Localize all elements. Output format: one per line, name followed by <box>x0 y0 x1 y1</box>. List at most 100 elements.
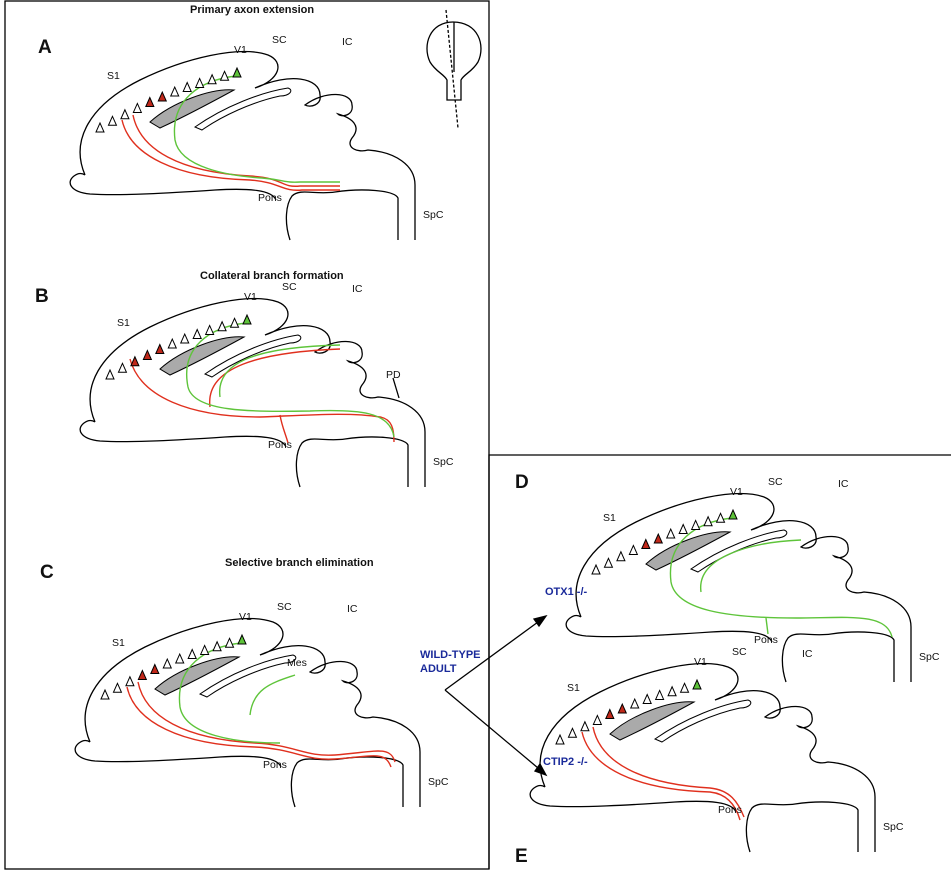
region-label: S1 <box>603 512 616 524</box>
region-label: SC <box>277 601 292 613</box>
neuron <box>668 687 676 696</box>
region-label: S1 <box>567 682 580 694</box>
neuron <box>642 540 650 549</box>
neuron <box>158 92 166 101</box>
region-label: S1 <box>117 317 130 329</box>
neuron <box>156 345 164 354</box>
genotype-label: OTX1 -/- <box>545 586 588 598</box>
neuron <box>231 318 239 327</box>
region-label: S1 <box>112 637 125 649</box>
neuron <box>208 75 216 84</box>
region-label: IC <box>352 283 363 295</box>
region-label: V1 <box>244 291 257 303</box>
panel-title: Primary axon extension <box>190 4 314 16</box>
region-label: SpC <box>919 651 940 663</box>
neuron <box>704 517 712 526</box>
arrows <box>393 378 546 775</box>
region-label: SC <box>732 646 747 658</box>
region-label: SC <box>272 34 287 46</box>
neuron <box>618 704 626 713</box>
neuron <box>121 110 129 119</box>
region-label: Pons <box>268 439 292 451</box>
panel-d-brain: S1 V1 SC IC Pons SpC <box>566 476 940 682</box>
genotype-label: ADULT <box>420 663 457 675</box>
neuron <box>593 715 601 724</box>
genotype-label: CTIP2 -/- <box>543 756 588 768</box>
region-label: V1 <box>239 611 252 623</box>
region-label: SpC <box>883 821 904 833</box>
region-label: V1 <box>234 44 247 56</box>
neuron <box>196 78 204 87</box>
neuron <box>96 123 104 132</box>
neuron <box>654 534 662 543</box>
neuron <box>201 645 209 654</box>
neuron <box>143 350 151 359</box>
neuron <box>667 529 675 538</box>
panel-letter: A <box>38 37 52 58</box>
neuron <box>693 680 701 689</box>
region-label: IC <box>838 478 849 490</box>
panel-title: Selective branch elimination <box>225 557 374 569</box>
region-label: S1 <box>107 70 120 82</box>
neuron <box>113 683 121 692</box>
region-label: IC <box>342 36 353 48</box>
neuron <box>133 103 141 112</box>
neuron <box>101 690 109 699</box>
neuron <box>631 699 639 708</box>
region-label: Pons <box>754 634 778 646</box>
panel-letter: D <box>515 472 529 493</box>
neuron <box>151 665 159 674</box>
neuron <box>692 520 700 529</box>
neuron <box>556 735 564 744</box>
neuron <box>193 330 201 339</box>
neuron <box>226 638 234 647</box>
neuron <box>176 654 184 663</box>
region-label: Mes <box>287 657 307 669</box>
panel-letter: B <box>35 286 49 307</box>
neuron <box>656 690 664 699</box>
region-label: SpC <box>433 456 454 468</box>
neuron <box>138 670 146 679</box>
neuron <box>679 525 687 534</box>
neuron <box>118 363 126 372</box>
neuron <box>568 728 576 737</box>
neuron <box>717 513 725 522</box>
neuron <box>218 322 226 331</box>
neuron <box>581 722 589 731</box>
region-label: SC <box>282 281 297 293</box>
neuron <box>171 87 179 96</box>
panel-title: Collateral branch formation <box>200 270 344 282</box>
neuron <box>592 565 600 574</box>
neuron <box>168 339 176 348</box>
region-label: IC <box>802 648 813 660</box>
neuron <box>629 545 637 554</box>
dorsal-view-icon <box>427 10 481 128</box>
neuron <box>206 325 214 334</box>
neuron <box>221 71 229 80</box>
region-label: Pons <box>258 192 282 204</box>
neuron <box>183 83 191 92</box>
panel-letter: C <box>40 562 54 583</box>
region-label: SpC <box>423 209 444 221</box>
region-label: V1 <box>730 486 743 498</box>
neuron <box>146 98 154 107</box>
neuron <box>131 357 139 366</box>
region-label: IC <box>347 603 358 615</box>
neuron <box>106 370 114 379</box>
neuron <box>729 510 737 519</box>
neuron <box>188 650 196 659</box>
neuron <box>604 558 612 567</box>
region-label: SC <box>768 476 783 488</box>
region-label: SpC <box>428 776 449 788</box>
panel-letter: E <box>515 846 528 867</box>
neuron <box>181 334 189 343</box>
neuron <box>108 116 116 125</box>
region-label: Pons <box>718 804 742 816</box>
neuron <box>643 695 651 704</box>
neuron <box>617 552 625 561</box>
neuron <box>681 683 689 692</box>
neuron <box>163 659 171 668</box>
